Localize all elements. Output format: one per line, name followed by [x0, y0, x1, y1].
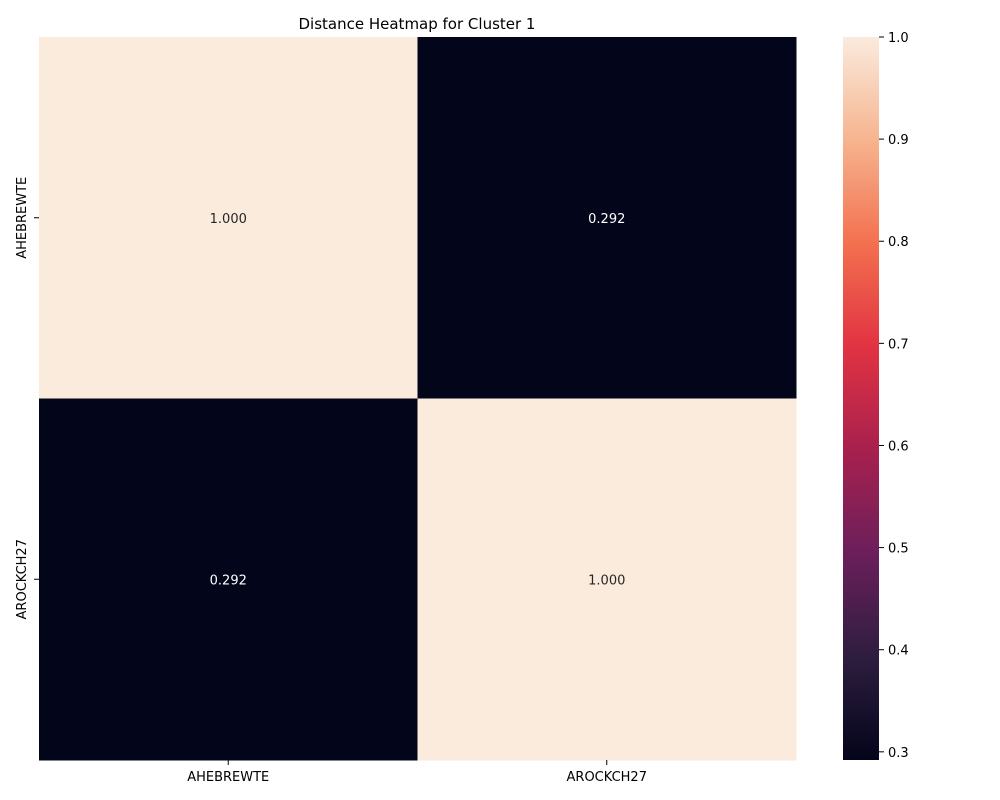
y-tick-label: AROCKCH27	[15, 539, 30, 619]
colorbar-tick-label: 1.0	[888, 31, 909, 46]
colorbar-tick-label: 0.6	[888, 439, 909, 454]
heatmap-cell	[417, 37, 797, 399]
cell-value-label: 0.292	[588, 212, 625, 227]
x-tick-label: AROCKCH27	[567, 770, 647, 785]
colorbar: 0.3 0.4 0.5 0.6 0.7 0.8 0.9 1.0	[843, 31, 909, 761]
cell-value-label: 0.292	[210, 573, 247, 588]
colorbar-tick-label: 0.3	[888, 746, 909, 761]
x-tick-label: AHEBREWTE	[187, 770, 269, 785]
heatmap-cell	[39, 398, 418, 761]
y-axis: AHEBREWTE AROCKCH27	[15, 177, 39, 619]
heatmap-cells: 1.000 0.292 0.292 1.000	[39, 37, 797, 761]
heatmap-cell	[417, 398, 797, 761]
cell-value-label: 1.000	[210, 212, 247, 227]
colorbar-tick-label: 0.8	[888, 235, 909, 250]
colorbar-tick-label: 0.7	[888, 337, 909, 352]
y-tick-label: AHEBREWTE	[15, 177, 30, 259]
chart-title: Distance Heatmap for Cluster 1	[299, 15, 536, 33]
colorbar-tick-label: 0.9	[888, 133, 909, 148]
colorbar-gradient	[843, 37, 879, 760]
colorbar-tick-label: 0.5	[888, 542, 909, 557]
colorbar-tick-label: 0.4	[888, 644, 909, 659]
cell-value-label: 1.000	[588, 573, 625, 588]
x-axis: AHEBREWTE AROCKCH27	[187, 760, 647, 785]
heatmap-cell	[39, 37, 418, 399]
